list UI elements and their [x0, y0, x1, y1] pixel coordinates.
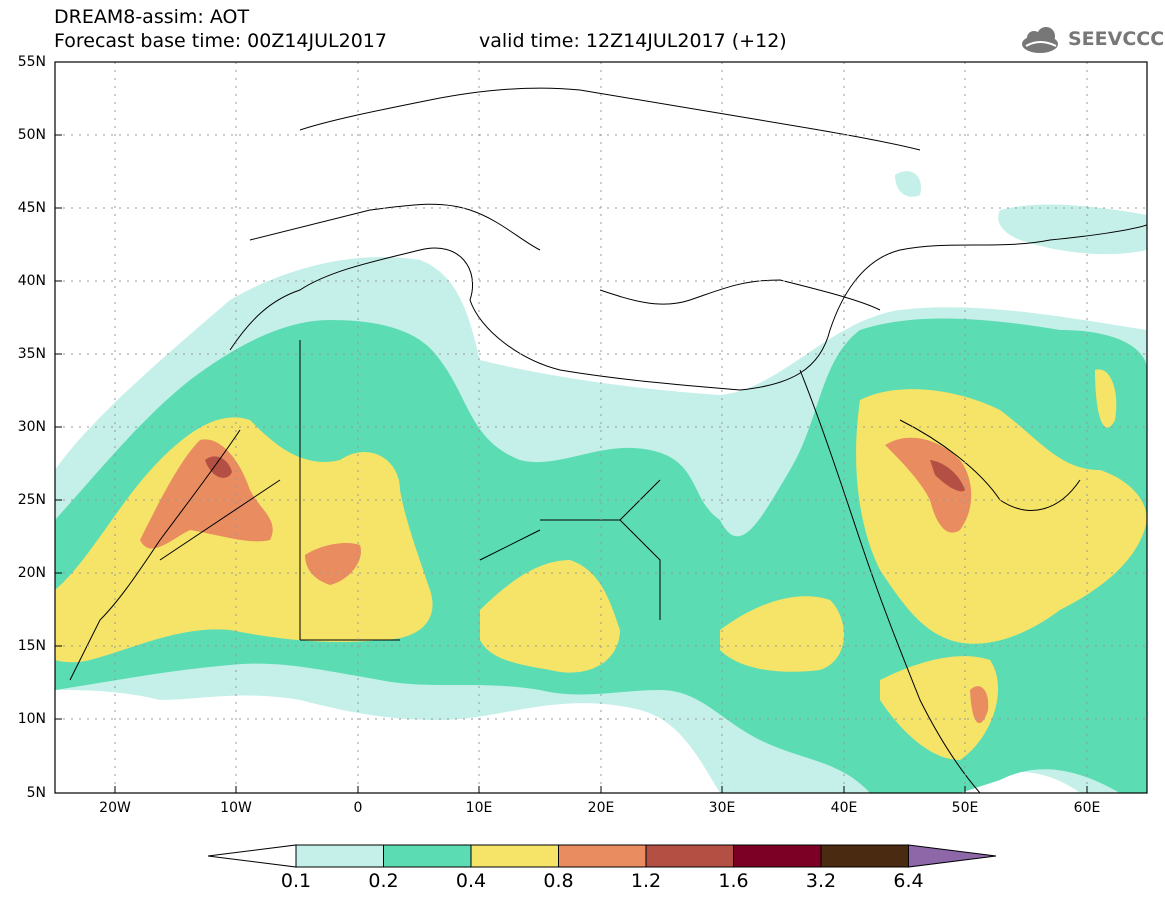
logo-text: SEEVCCC [1068, 28, 1165, 50]
lat-label: 5N [26, 785, 46, 801]
aot-band-0.8 [140, 439, 273, 549]
colorbar-label: 0.8 [543, 870, 574, 892]
lat-label: 20N [17, 565, 46, 581]
lon-label: 10E [465, 800, 493, 816]
colorbar-box-0.8 [558, 844, 647, 868]
colorbar-label: 1.6 [718, 870, 749, 892]
lon-label: 30E [708, 800, 736, 816]
lat-label: 35N [17, 346, 46, 362]
colorbar-arrow-high [908, 844, 997, 868]
colorbar-box-0.1 [295, 844, 384, 868]
lat-label: 15N [17, 638, 46, 654]
graticule [55, 62, 1147, 793]
lon-label: 50E [951, 800, 979, 816]
colorbar-label: 0.2 [368, 870, 399, 892]
aot-band-1.2 [205, 456, 232, 478]
logo [1022, 27, 1058, 53]
cloud-icon [1022, 27, 1058, 53]
coastline [229, 224, 1147, 391]
colorbar-box-1.2 [645, 844, 734, 868]
lat-label: 10N [17, 711, 46, 727]
lat-label: 25N [17, 492, 46, 508]
lon-label: 20E [587, 800, 615, 816]
colorbar-label: 0.1 [280, 870, 312, 892]
colorbar-label: 0.4 [455, 870, 487, 892]
colorbar-box-0.2 [383, 844, 472, 868]
colorbar-label: 1.2 [630, 870, 662, 892]
lon-label: 40E [830, 800, 858, 816]
map-title: DREAM8-assim: AOT [54, 6, 250, 28]
forecast-base-time: Forecast base time: 00Z14JUL2017 [54, 30, 387, 52]
valid-time: valid time: 12Z14JUL2017 (+12) [479, 30, 787, 52]
lat-label: 30N [17, 419, 46, 435]
lat-label: 40N [17, 273, 46, 289]
colorbar-box-1.6 [733, 844, 822, 868]
colorbar-box-0.4 [470, 844, 559, 868]
lon-label: 0 [353, 800, 363, 816]
colorbar-label: 3.2 [805, 870, 837, 892]
lat-label: 45N [17, 200, 46, 216]
colorbar [207, 844, 997, 868]
colorbar-arrow-low [207, 844, 297, 868]
lat-label: 50N [17, 127, 46, 143]
lon-label: 10W [220, 800, 252, 816]
lon-label: 20W [99, 800, 131, 816]
colorbar-label: 6.4 [893, 870, 924, 892]
colorbar-box-3.2 [820, 844, 909, 868]
lat-label: 55N [17, 54, 46, 70]
lon-label: 60E [1073, 800, 1101, 816]
